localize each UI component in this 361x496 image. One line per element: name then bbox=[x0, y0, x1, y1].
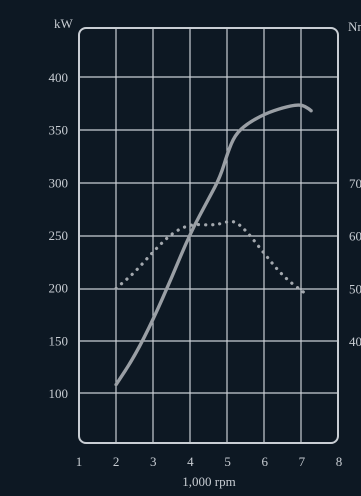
x-tick-label: 1 bbox=[76, 454, 83, 469]
y-left-tick-label: 150 bbox=[49, 333, 69, 348]
x-tick-label: 7 bbox=[299, 454, 306, 469]
y-right-unit: Nm bbox=[348, 19, 361, 34]
x-tick-label: 8 bbox=[336, 454, 343, 469]
x-tick-label: 4 bbox=[187, 454, 194, 469]
power-series-line bbox=[114, 103, 313, 387]
y-right-tick-label: 700 bbox=[349, 176, 361, 191]
y-left-tick-label: 100 bbox=[49, 386, 69, 401]
y-right-tick-label: 600 bbox=[349, 229, 361, 244]
x-tick-label: 2 bbox=[113, 454, 120, 469]
plot-frame bbox=[78, 27, 339, 444]
y-left-tick-label: 200 bbox=[49, 281, 69, 296]
y-left-tick-label: 250 bbox=[49, 228, 69, 243]
x-axis-label: 1,000 rpm bbox=[182, 474, 235, 489]
x-tick-label: 5 bbox=[224, 454, 231, 469]
x-tick-label: 3 bbox=[150, 454, 157, 469]
x-tick-label: 6 bbox=[261, 454, 268, 469]
y-left-tick-label: 350 bbox=[49, 123, 69, 138]
y-left-tick-label: 300 bbox=[49, 175, 69, 190]
torque-series-line bbox=[114, 219, 308, 296]
y-right-tick-label: 400 bbox=[349, 334, 361, 349]
y-left-unit: kW bbox=[54, 16, 74, 31]
y-left-tick-label: 400 bbox=[49, 70, 69, 85]
y-right-tick-label: 500 bbox=[349, 281, 361, 296]
